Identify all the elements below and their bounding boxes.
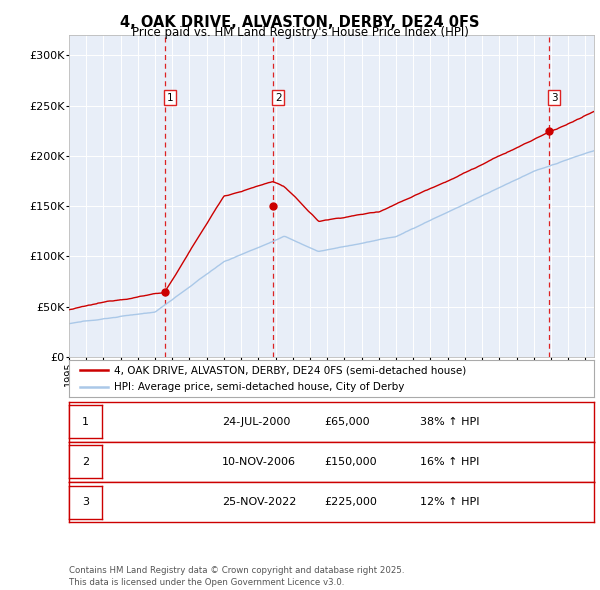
Text: 38% ↑ HPI: 38% ↑ HPI: [420, 417, 479, 427]
Text: £65,000: £65,000: [324, 417, 370, 427]
Text: £150,000: £150,000: [324, 457, 377, 467]
Text: 2: 2: [275, 93, 281, 103]
Text: 16% ↑ HPI: 16% ↑ HPI: [420, 457, 479, 467]
Text: 4, OAK DRIVE, ALVASTON, DERBY, DE24 0FS: 4, OAK DRIVE, ALVASTON, DERBY, DE24 0FS: [120, 15, 480, 30]
Text: Contains HM Land Registry data © Crown copyright and database right 2025.
This d: Contains HM Land Registry data © Crown c…: [69, 566, 404, 587]
Text: 4, OAK DRIVE, ALVASTON, DERBY, DE24 0FS (semi-detached house): 4, OAK DRIVE, ALVASTON, DERBY, DE24 0FS …: [113, 365, 466, 375]
Text: 2: 2: [82, 457, 89, 467]
Text: Price paid vs. HM Land Registry's House Price Index (HPI): Price paid vs. HM Land Registry's House …: [131, 26, 469, 39]
Text: £225,000: £225,000: [324, 497, 377, 507]
Text: 10-NOV-2006: 10-NOV-2006: [222, 457, 296, 467]
Text: 1: 1: [166, 93, 173, 103]
Text: 3: 3: [551, 93, 557, 103]
Text: 12% ↑ HPI: 12% ↑ HPI: [420, 497, 479, 507]
Text: HPI: Average price, semi-detached house, City of Derby: HPI: Average price, semi-detached house,…: [113, 382, 404, 392]
Text: 25-NOV-2022: 25-NOV-2022: [222, 497, 296, 507]
Text: 3: 3: [82, 497, 89, 507]
Text: 24-JUL-2000: 24-JUL-2000: [222, 417, 290, 427]
Text: 1: 1: [82, 417, 89, 427]
